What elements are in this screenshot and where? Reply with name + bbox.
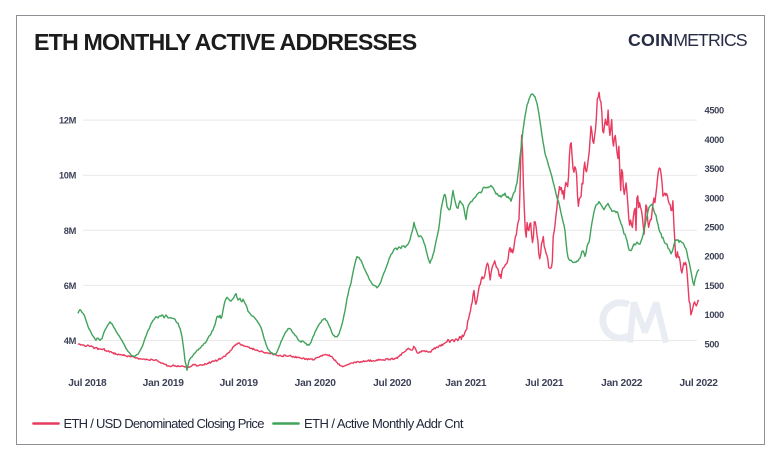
- svg-text:2500: 2500: [705, 223, 724, 233]
- svg-text:3000: 3000: [705, 193, 724, 203]
- svg-text:1500: 1500: [705, 281, 724, 291]
- svg-text:500: 500: [705, 339, 720, 349]
- svg-text:6M: 6M: [64, 281, 77, 291]
- svg-text:4000: 4000: [705, 135, 724, 145]
- svg-text:8M: 8M: [64, 226, 77, 236]
- svg-text:12M: 12M: [59, 116, 77, 126]
- svg-text:3500: 3500: [705, 164, 724, 174]
- svg-text:2000: 2000: [705, 252, 724, 262]
- svg-text:10M: 10M: [59, 171, 77, 181]
- svg-text:Jul 2018: Jul 2018: [68, 378, 107, 389]
- svg-text:ETH / Active Monthly Addr Cnt: ETH / Active Monthly Addr Cnt: [304, 416, 464, 431]
- svg-text:Jan 2021: Jan 2021: [445, 378, 487, 389]
- svg-text:Jul 2019: Jul 2019: [220, 378, 259, 389]
- svg-text:Jan 2020: Jan 2020: [295, 378, 337, 389]
- svg-text:Jul 2021: Jul 2021: [525, 378, 564, 389]
- svg-text:Jul 2020: Jul 2020: [373, 378, 412, 389]
- svg-text:Jan 2022: Jan 2022: [601, 378, 643, 389]
- svg-text:Jan 2019: Jan 2019: [143, 378, 185, 389]
- svg-text:4500: 4500: [705, 106, 724, 116]
- svg-text:1000: 1000: [705, 310, 724, 320]
- svg-text:ETH / USD Denominated Closing: ETH / USD Denominated Closing Price: [64, 416, 265, 431]
- svg-text:4M: 4M: [64, 336, 77, 346]
- svg-text:Jul 2022: Jul 2022: [679, 378, 718, 389]
